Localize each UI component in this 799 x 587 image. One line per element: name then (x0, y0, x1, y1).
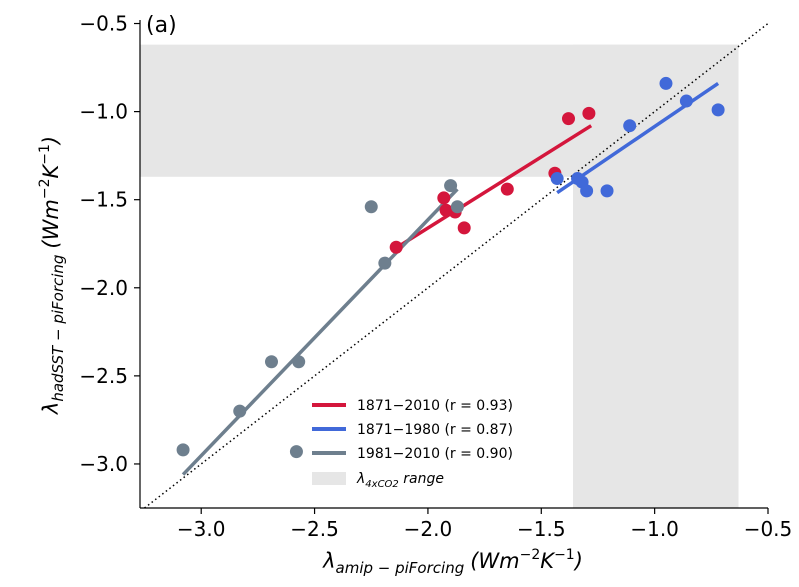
one-to-one-line (144, 22, 769, 509)
legend-label-1871-1980: 1871−1980 (r = 0.87) (357, 422, 513, 438)
y-tick-label-5: −0.5 (79, 12, 128, 36)
point-1981-2010-6 (378, 256, 392, 270)
point-1871-1980-5 (623, 119, 637, 133)
x-tick-label-2: −2.0 (404, 517, 453, 541)
point-1981-2010-8 (450, 200, 464, 214)
point-1871-1980-3 (580, 184, 594, 198)
legend-swatch-range (312, 472, 346, 485)
y-tick-label-3: −1.5 (79, 188, 128, 212)
y-tick-label-0: −3.0 (79, 452, 128, 476)
x-tick-label-3: −1.5 (517, 517, 566, 541)
point-1981-2010-0 (176, 443, 190, 457)
point-1981-2010-5 (364, 200, 378, 214)
point-1871-2010-7 (561, 112, 575, 126)
point-1871-1980-7 (679, 94, 693, 108)
point-1871-2010-1 (437, 191, 451, 205)
point-1871-2010-5 (500, 182, 514, 196)
legend-label-1871-2010: 1871−2010 (r = 0.93) (357, 398, 513, 414)
point-1871-1980-0 (550, 172, 564, 186)
x-tick-label-5: −0.5 (744, 517, 793, 541)
point-1981-2010-2 (264, 355, 278, 369)
point-1871-1980-8 (711, 103, 725, 117)
point-1871-2010-4 (457, 221, 471, 235)
x-axis-label: λamip − piForcing (Wm−2K−1) (322, 547, 583, 577)
y-tick-label-1: −2.5 (79, 364, 128, 388)
point-1981-2010-3 (292, 355, 306, 369)
point-1981-2010-1 (233, 404, 247, 418)
y-axis-label: λhadSST − piForcing(Wm−2K−1) (37, 136, 67, 415)
x-tick-label-0: −3.0 (177, 517, 226, 541)
x-tick-label-4: −1.0 (630, 517, 679, 541)
plot-layer: −3.0 −2.5 −2.0 −1.5 −1.0 −0.5 −3.0 −2.5 −2.0 −1.5… (79, 12, 792, 541)
point-1871-2010-0 (389, 240, 403, 254)
point-1871-1980-4 (600, 184, 614, 198)
range-band-vertical (573, 44, 739, 509)
fit-line-1871-2010 (390, 124, 593, 253)
y-tick-label-4: −1.0 (79, 100, 128, 124)
point-1981-2010-7 (444, 179, 458, 193)
point-1871-2010-8 (582, 106, 596, 120)
legend-label-range: λ4xCO2 range (356, 471, 444, 490)
y-tick-label-2: −2.0 (79, 276, 128, 300)
x-tick-label-1: −2.5 (290, 517, 339, 541)
point-1981-2010-4 (289, 445, 303, 459)
point-1871-1980-6 (659, 76, 673, 90)
legend-label-1981-2010: 1981−2010 (r = 0.90) (357, 446, 513, 462)
legend: 1871−2010 (r = 0.93) 1871−1980 (r = 0.87… (312, 398, 513, 490)
panel-label: (a) (146, 13, 177, 38)
fit-line-1981-2010 (181, 187, 459, 476)
